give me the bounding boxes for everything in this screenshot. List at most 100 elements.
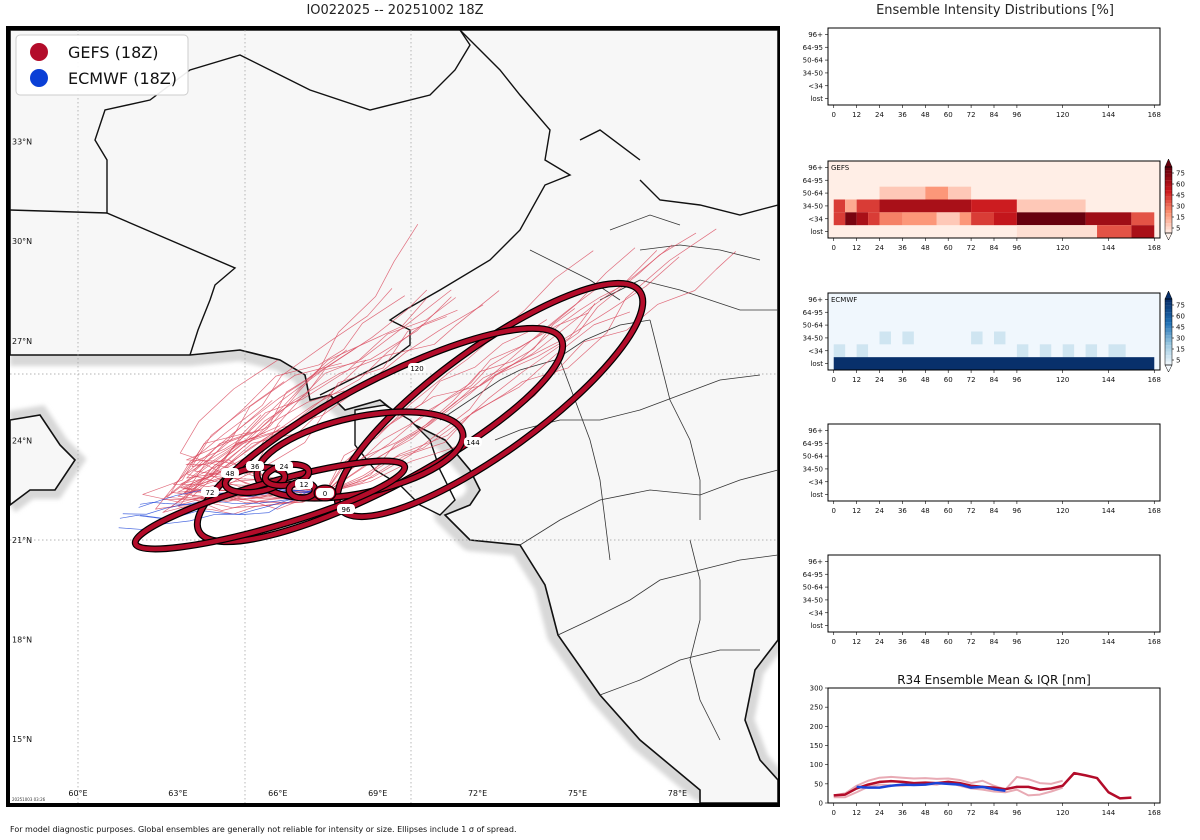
hour-tick-label: 96 <box>1012 111 1021 119</box>
track-hour-labels: 0 12 24 36 48 72 96 120 144 <box>201 363 482 514</box>
hour-tick-label: 12 <box>852 111 861 119</box>
r34-series-line <box>856 781 1006 792</box>
intensity-panel-ecmwf: ECMWF 75 60 45 30 15 5 96+ 64-95 50-64 34-50 <34 los… <box>803 290 1185 384</box>
row-label: 34-50 <box>803 334 823 342</box>
row-label: 96+ <box>808 427 823 435</box>
hour-tick-label: 60 <box>944 244 953 252</box>
colorbar-tick-label: 30 <box>1176 203 1185 211</box>
heatmap-cell <box>879 186 926 200</box>
intensity-panels: 96+ 64-95 50-64 34-50 <34 lost 0 12 24 36 48 60 72 84… <box>803 27 1185 817</box>
heatmap-cell <box>971 199 1017 213</box>
hour-tick-label: 120 <box>1056 507 1069 515</box>
r34-xtick-label: 0 <box>831 809 835 817</box>
heatmap-cell <box>1062 344 1075 358</box>
lon-label: 63°E <box>168 789 187 798</box>
heatmap-cell <box>833 357 1155 370</box>
heatmap-cell <box>1085 344 1098 358</box>
r34-series-line <box>833 775 1063 797</box>
hour-tick-label: 24 <box>875 638 884 646</box>
gridlines <box>10 30 778 803</box>
heatmap-cell <box>856 199 880 213</box>
row-label: 50-64 <box>803 584 824 592</box>
country-borders <box>10 30 778 396</box>
hour-tick-label: 72 <box>967 376 976 384</box>
track-hour-marker: 96 <box>337 504 355 514</box>
page-title: IO022025 -- 20251002 18Z <box>306 3 484 18</box>
arabia-land <box>10 414 77 506</box>
r34-xtick-label: 168 <box>1148 809 1161 817</box>
heatmap-cell <box>1016 212 1086 226</box>
hour-tick-label: 0 <box>831 376 835 384</box>
gefs-member-track <box>182 349 347 503</box>
hour-tick-label: 84 <box>990 244 999 252</box>
heatmap-cell <box>845 212 857 226</box>
heatmap-cell <box>948 186 972 200</box>
hour-tick-label: 96 <box>1012 244 1021 252</box>
gefs-member-track <box>180 390 345 494</box>
row-label: lost <box>810 622 823 630</box>
lat-label: 18°N <box>12 636 32 645</box>
row-label: 64-95 <box>803 571 823 579</box>
heatmap-cell <box>833 199 846 213</box>
hour-tick-label: 60 <box>944 111 953 119</box>
gefs-member-track <box>324 303 596 494</box>
colorbar-tick-label: 60 <box>1176 181 1185 189</box>
colorbar-tick-label: 15 <box>1176 346 1185 354</box>
hour-tick-label: 84 <box>990 111 999 119</box>
row-label: 96+ <box>808 558 823 566</box>
hour-tick-label: 0 <box>831 507 835 515</box>
hour-tick-label: 12 <box>852 244 861 252</box>
hour-tick-label: 144 <box>1102 111 1116 119</box>
panel-model-label: ECMWF <box>831 296 857 304</box>
r34-xtick-label: 72 <box>967 809 976 817</box>
r34-chart: R34 Ensemble Mean & IQR [nm] 300 250 200 150… <box>810 673 1161 817</box>
hour-tick-label: 12 <box>852 376 861 384</box>
hour-tick-label: 168 <box>1148 507 1161 515</box>
colorbar-tick-label: 75 <box>1176 302 1185 310</box>
hour-tick-label: 120 <box>1056 111 1069 119</box>
heatmap-cell <box>1016 344 1029 358</box>
row-label: 34-50 <box>803 596 823 604</box>
colorbar: 75 60 45 30 15 5 <box>1164 290 1185 373</box>
r34-ytick-label: 250 <box>810 704 823 712</box>
track-hour-marker: 36 <box>246 461 264 471</box>
lat-label: 33°N <box>12 138 32 147</box>
hour-tick-label: 36 <box>898 507 907 515</box>
row-label: <34 <box>808 347 823 355</box>
hour-tick-label: 84 <box>990 507 999 515</box>
row-label: lost <box>810 491 823 499</box>
hour-tick-label: 84 <box>990 376 999 384</box>
heatmap-cell <box>1108 344 1126 358</box>
svg-text:12: 12 <box>300 481 309 489</box>
spread-ellipse <box>133 458 407 552</box>
hour-tick-label: 48 <box>921 111 930 119</box>
svg-text:0: 0 <box>323 490 327 498</box>
row-label: 50-64 <box>803 322 824 330</box>
lat-label: 24°N <box>12 436 32 445</box>
lon-label: 78°E <box>668 789 687 798</box>
heatmap-cell <box>1131 212 1155 226</box>
hour-tick-label: 120 <box>1056 376 1069 384</box>
r34-xtick-label: 84 <box>990 809 999 817</box>
track-hour-marker: 120 <box>408 363 426 373</box>
hour-tick-label: 72 <box>967 638 976 646</box>
lat-label: 30°N <box>12 237 32 246</box>
r34-xtick-label: 96 <box>1012 809 1021 817</box>
heatmap-cell <box>994 331 1006 345</box>
hour-tick-label: 72 <box>967 507 976 515</box>
hour-tick-label: 60 <box>944 376 953 384</box>
hour-tick-label: 36 <box>898 638 907 646</box>
hour-tick-label: 144 <box>1102 638 1116 646</box>
heatmap-cell <box>833 344 846 358</box>
r34-ytick-label: 100 <box>810 761 823 769</box>
map-frame <box>6 26 780 807</box>
legend: GEFS (18Z) ECMWF (18Z) <box>15 34 189 96</box>
intensity-title: Ensemble Intensity Distributions [%] <box>876 3 1114 18</box>
intensity-panel-blank-4: 96+ 64-95 50-64 34-50 <34 lost 0 12 24 36 48 60 72 84… <box>803 423 1161 515</box>
hour-tick-label: 36 <box>898 244 907 252</box>
intensity-panel-gefs: GEFS 75 60 45 30 15 5 96+ 64-95 50-64 34-50 <34 lost… <box>803 158 1185 252</box>
longitude-labels: 60°E 63°E 66°E 69°E 72°E 75°E 78°E <box>68 789 687 798</box>
lat-label: 15°N <box>12 735 32 744</box>
gefs-member-track <box>169 304 484 511</box>
row-label: 96+ <box>808 296 823 304</box>
